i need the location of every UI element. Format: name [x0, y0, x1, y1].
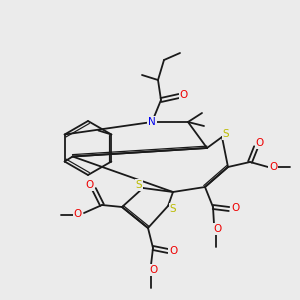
Text: O: O	[85, 180, 93, 190]
Text: O: O	[256, 138, 264, 148]
Text: O: O	[180, 90, 188, 100]
Text: O: O	[74, 209, 82, 219]
Text: O: O	[231, 203, 239, 213]
Text: S: S	[136, 180, 142, 190]
Text: S: S	[223, 129, 229, 139]
Text: O: O	[169, 246, 177, 256]
Text: O: O	[269, 162, 277, 172]
Text: O: O	[150, 265, 158, 275]
Text: O: O	[214, 224, 222, 234]
Text: N: N	[148, 117, 156, 127]
Text: S: S	[170, 204, 176, 214]
